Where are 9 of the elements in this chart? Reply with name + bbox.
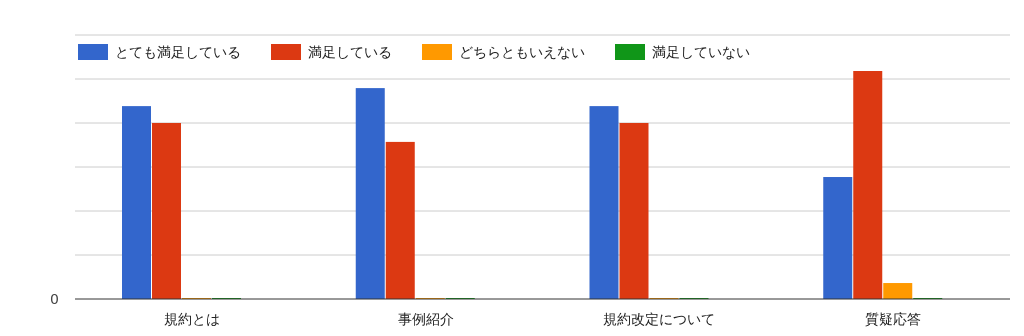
legend-label: 満足している (308, 44, 392, 60)
legend-label: どちらともいえない (459, 44, 585, 60)
legend-label: とても満足している (115, 44, 241, 60)
x-tick-label: 質疑応答 (865, 311, 922, 327)
legend-label: 満足していない (652, 44, 750, 60)
text: 0 (50, 291, 59, 307)
x-tick-label: 規約とは (163, 311, 220, 327)
x-tick-label: 事例紹介 (397, 311, 454, 327)
x-tick-label: 規約改定について (603, 311, 716, 327)
